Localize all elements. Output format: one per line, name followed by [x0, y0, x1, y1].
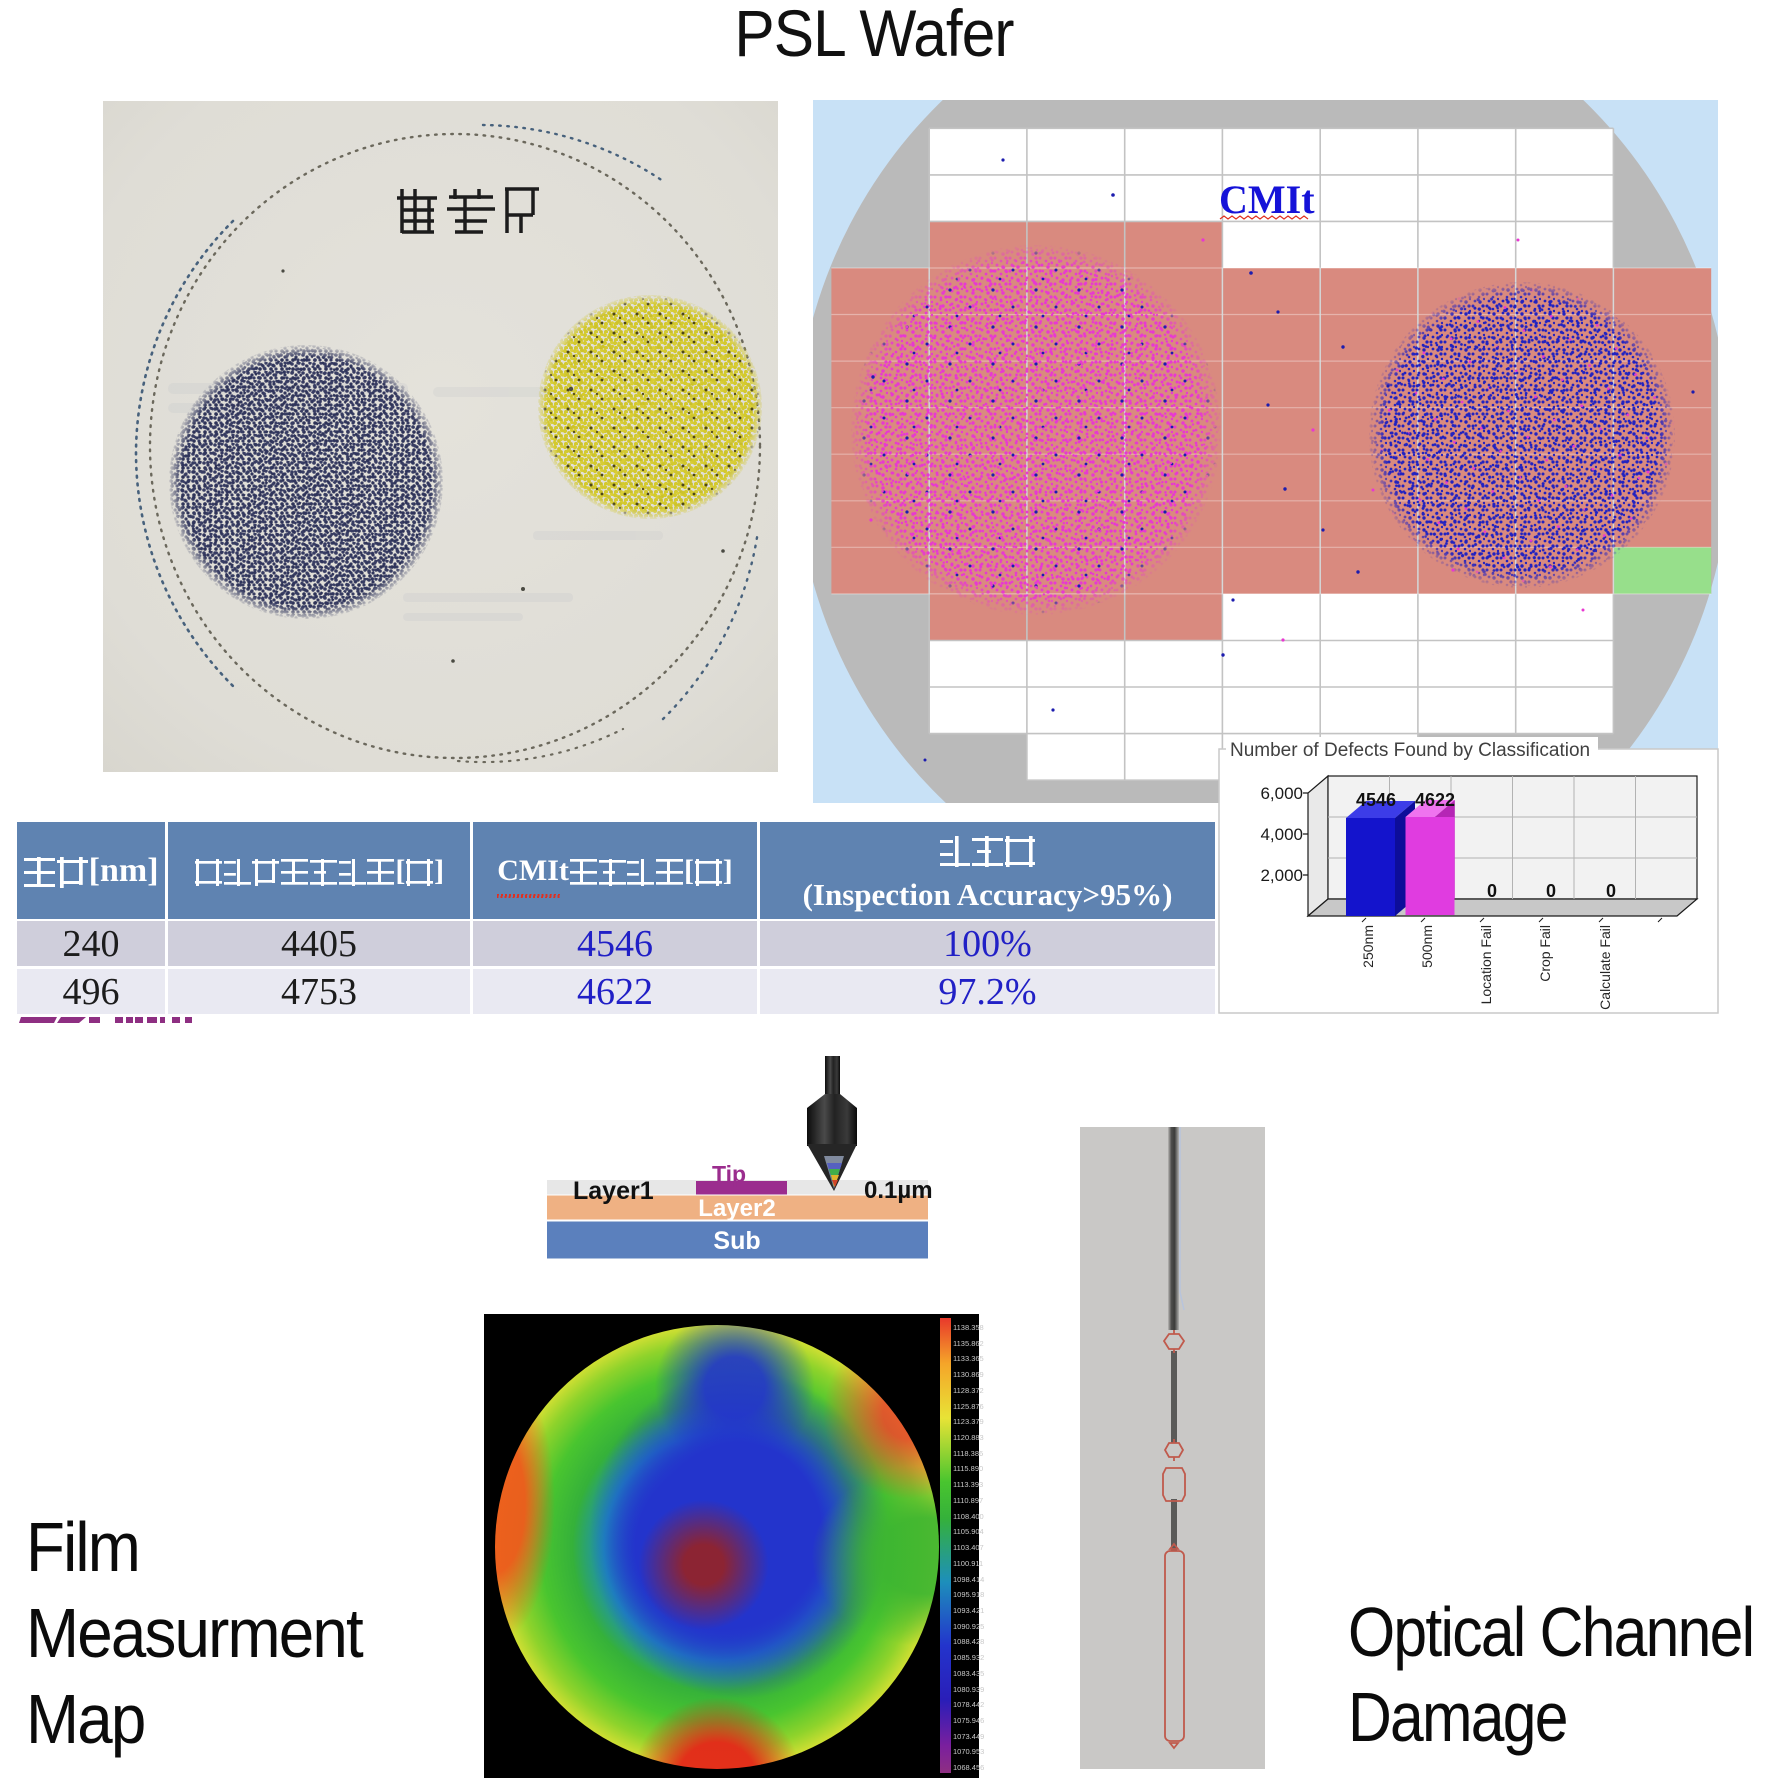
svg-text:0: 0	[1487, 881, 1497, 901]
svg-text:Location Fail: Location Fail	[1478, 925, 1494, 1004]
svg-text:Crop Fail: Crop Fail	[1537, 925, 1553, 982]
svg-text:2,000: 2,000	[1260, 866, 1303, 885]
svg-text:Layer1: Layer1	[573, 1177, 654, 1205]
svg-text:0: 0	[1546, 881, 1556, 901]
svg-text:CMIt: CMIt	[1219, 177, 1315, 222]
svg-text:0.1µm: 0.1µm	[864, 1177, 933, 1204]
svg-text:Sub: Sub	[713, 1227, 760, 1255]
svg-text:250nm: 250nm	[1360, 925, 1376, 968]
svg-text:6,000: 6,000	[1260, 784, 1303, 803]
svg-text:500nm: 500nm	[1419, 925, 1435, 968]
svg-text:Calculate Fail: Calculate Fail	[1597, 925, 1613, 1010]
svg-text:Tip: Tip	[712, 1161, 746, 1187]
svg-text:0: 0	[1606, 881, 1616, 901]
svg-text:Number of Defects Found by Cla: Number of Defects Found by Classificatio…	[1230, 740, 1590, 761]
svg-text:4,000: 4,000	[1260, 825, 1303, 844]
svg-text:4622: 4622	[1415, 790, 1455, 810]
svg-text:Layer2: Layer2	[698, 1195, 775, 1222]
svg-text:4546: 4546	[1356, 790, 1396, 810]
